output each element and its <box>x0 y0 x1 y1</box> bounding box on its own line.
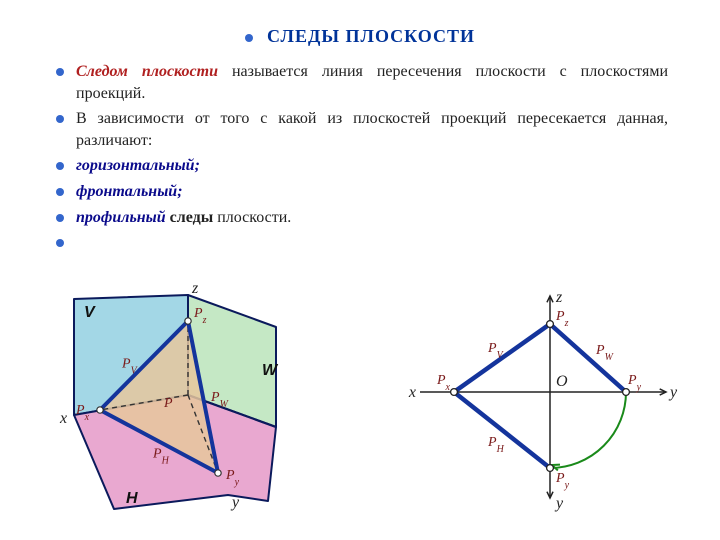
svg-text:O: O <box>556 373 568 390</box>
svg-text:y: y <box>230 494 240 511</box>
title-row: СЛЕДЫ ПЛОСКОСТИ <box>52 26 668 47</box>
figure-3d: VWHxyzPxPzPyPVPWPHP <box>40 277 320 517</box>
title-bullet-icon <box>245 34 253 42</box>
slide-title: СЛЕДЫ ПЛОСКОСТИ <box>267 26 475 46</box>
trace-item-1: горизонтальный; <box>52 155 668 177</box>
svg-text:y: y <box>554 495 564 512</box>
trace-name-3: профильный <box>76 209 170 226</box>
lead-term: Следом плоскости <box>76 63 218 80</box>
trace-item-3: профильный следы плоскости. <box>52 207 668 229</box>
svg-text:Py: Py <box>555 471 570 491</box>
svg-text:y: y <box>668 384 678 401</box>
trace-name-1: горизонтальный; <box>76 157 200 174</box>
figure-2d: xyzyOPxPzPyPyPVPWPH <box>400 282 680 512</box>
svg-text:Px: Px <box>436 373 451 393</box>
svg-text:PV: PV <box>487 341 505 361</box>
svg-text:H: H <box>126 490 138 507</box>
trace-name-2: фронтальный; <box>76 183 183 200</box>
figures-row: VWHxyzPxPzPyPVPWPHP xyzyOPxPzPyPyPVPWPH <box>0 272 720 522</box>
trace-item-2: фронтальный; <box>52 181 668 203</box>
svg-text:V: V <box>84 304 96 321</box>
svg-text:W: W <box>262 362 279 379</box>
svg-text:P: P <box>163 396 173 411</box>
svg-text:z: z <box>555 289 563 306</box>
svg-text:Pz: Pz <box>555 309 569 329</box>
svg-text:x: x <box>59 410 67 427</box>
paragraph-1: Следом плоскости называется линия пересе… <box>52 61 668 104</box>
svg-text:x: x <box>408 384 416 401</box>
content-list: Следом плоскости называется линия пересе… <box>52 61 668 242</box>
paragraph-2: В зависимости от того с какой из плоскос… <box>52 108 668 151</box>
svg-text:PH: PH <box>487 435 505 455</box>
trace-tail-3: следы плоскости. <box>170 209 292 226</box>
empty-bullet <box>52 232 668 242</box>
svg-text:PW: PW <box>595 343 615 363</box>
svg-text:z: z <box>191 280 199 297</box>
